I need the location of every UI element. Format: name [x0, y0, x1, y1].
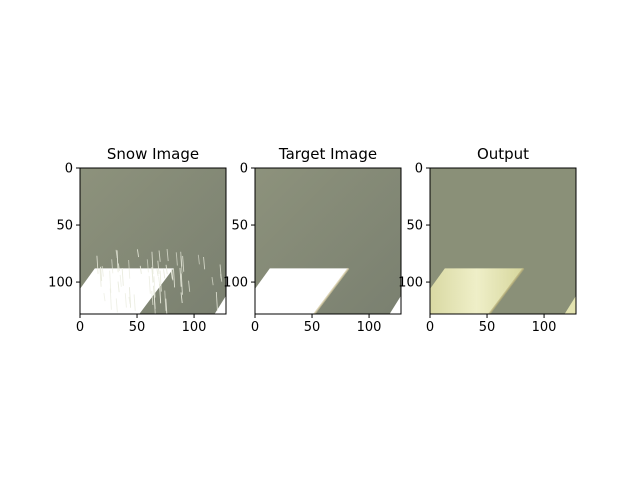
snow-streak — [157, 260, 160, 275]
snow-streak — [116, 250, 119, 273]
snow-streak — [96, 255, 99, 274]
snow-streak — [152, 285, 156, 299]
snow-streak — [170, 270, 173, 279]
snow-streak — [119, 274, 122, 287]
snow-streak — [173, 268, 176, 288]
snow-streak — [99, 268, 102, 287]
road-stripe — [255, 268, 349, 314]
snow-streak — [153, 297, 156, 314]
stripe-edge — [313, 267, 350, 314]
y-tick-label: 0 — [240, 162, 248, 177]
snow-streak — [164, 290, 167, 311]
snow-streak — [115, 249, 118, 258]
snow-streak — [151, 267, 154, 283]
snow-streak — [151, 251, 154, 275]
image-area — [255, 168, 401, 314]
axes-frame — [79, 167, 227, 315]
snow-streak — [146, 259, 149, 273]
snow-streak — [158, 276, 161, 286]
x-tick-label: 100 — [532, 320, 557, 335]
snow-streak — [203, 256, 206, 270]
snow-streak — [211, 276, 214, 286]
x-tick-label: 100 — [357, 320, 382, 335]
snow-streak — [180, 292, 183, 304]
road-stripe-edge — [389, 295, 401, 314]
road-stripe-edge — [564, 295, 576, 314]
x-tick-label: 50 — [479, 320, 496, 335]
snow-streak — [220, 274, 223, 282]
x-tick-label: 50 — [304, 320, 321, 335]
snow-streak — [115, 298, 118, 313]
y-tick-label: 50 — [231, 219, 248, 234]
panel-3: Output 0 50 100 0 50 100 — [398, 145, 577, 335]
snow-streak — [156, 269, 159, 277]
snow-streak — [121, 268, 124, 286]
panel-2: Target Image 0 50 100 0 50 100 — [223, 145, 402, 335]
snow-streak — [159, 270, 162, 292]
image-area — [80, 168, 226, 314]
snow-streak — [100, 266, 103, 282]
snow-streak — [215, 291, 218, 311]
axes-frame — [254, 167, 402, 315]
snow-streak — [133, 294, 136, 311]
snow-streak — [111, 259, 114, 274]
snow-streak — [180, 273, 183, 295]
y-tick-label: 0 — [65, 162, 73, 177]
snow-streak — [165, 298, 168, 314]
axes-frame — [429, 167, 577, 315]
snow-streak — [179, 267, 182, 287]
snow-streak — [128, 259, 131, 279]
snow-streak — [139, 265, 142, 274]
snow-streak — [180, 255, 183, 274]
snow-streak — [166, 249, 169, 262]
snow-streak — [165, 264, 168, 275]
snow-streak — [109, 288, 112, 310]
snow-streak — [151, 290, 154, 305]
snow-streak — [159, 283, 162, 304]
y-tick-label: 50 — [56, 219, 73, 234]
snow-streak — [103, 293, 106, 302]
road-stripe — [430, 268, 524, 314]
y-tick-label: 100 — [223, 276, 248, 291]
snow-streak — [129, 287, 132, 308]
x-tick-label: 50 — [129, 320, 146, 335]
panel-title: Output — [477, 145, 529, 163]
stripe-edge — [488, 267, 525, 314]
panel-1: Snow Image 0 50 100 0 50 100 — [48, 145, 227, 335]
snow-streak — [163, 269, 166, 279]
snow-streak — [188, 280, 191, 292]
snow-streak — [124, 293, 127, 308]
y-tick-label: 100 — [398, 276, 423, 291]
snow-streak — [117, 281, 120, 293]
x-tick-label: 0 — [76, 320, 84, 335]
snow-streak — [175, 252, 178, 266]
snow-streak — [101, 266, 104, 277]
snow-streak — [153, 276, 156, 298]
y-tick-label: 50 — [406, 219, 423, 234]
snow-streak — [158, 250, 161, 262]
snow-streak — [136, 249, 140, 258]
panel-title: Target Image — [278, 145, 377, 163]
x-tick-label: 0 — [426, 320, 434, 335]
image-area — [430, 168, 576, 314]
snow-streak — [128, 296, 131, 304]
y-tick-label: 100 — [48, 276, 73, 291]
panel-title: Snow Image — [107, 145, 199, 163]
snow-streak — [182, 255, 185, 272]
road-stripe — [80, 268, 174, 314]
x-tick-label: 100 — [182, 320, 207, 335]
snow-streak — [197, 254, 200, 265]
snow-streak — [117, 263, 120, 271]
x-tick-label: 0 — [251, 320, 259, 335]
y-tick-label: 0 — [415, 162, 423, 177]
snow-streak — [148, 276, 151, 294]
